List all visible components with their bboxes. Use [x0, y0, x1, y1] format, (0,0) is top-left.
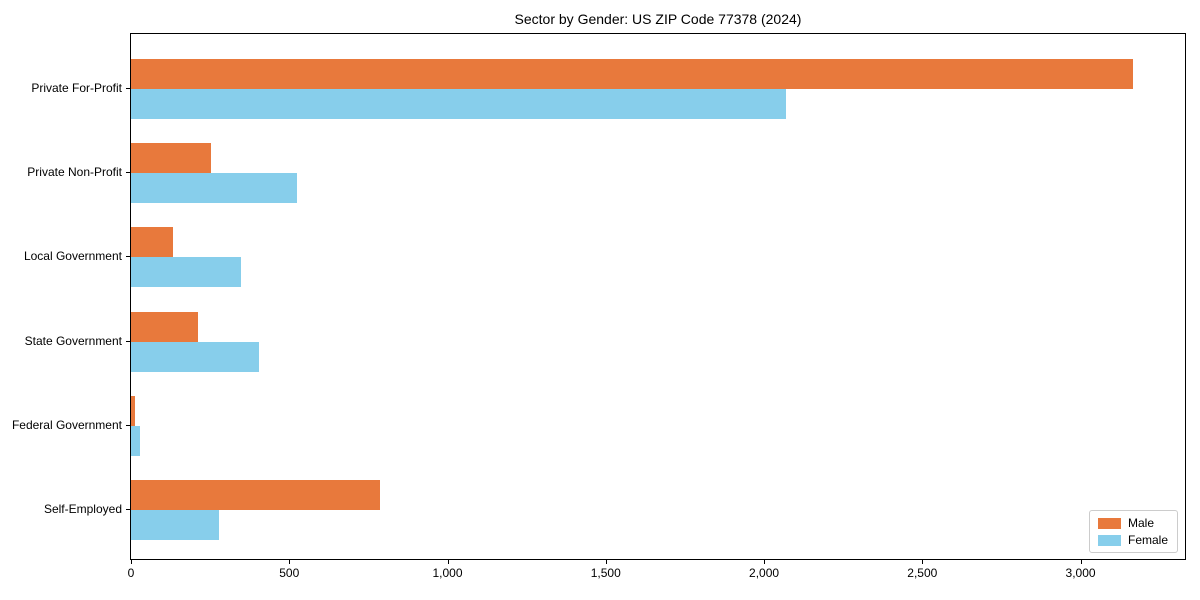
legend-item-female: Female	[1097, 533, 1168, 547]
legend-swatch-female-icon	[1097, 534, 1121, 546]
bar-female-private-for-profit	[131, 89, 787, 119]
y-tick-mark	[126, 172, 130, 174]
y-tick-mark	[126, 424, 130, 426]
bar-female-local-government	[131, 257, 241, 288]
y-tick-mark	[126, 256, 130, 258]
x-tick-label: 3,000	[1065, 566, 1096, 580]
bar-male-self-employed	[131, 480, 380, 510]
bar-female-self-employed	[131, 510, 219, 540]
x-tick-label: 1,500	[590, 566, 621, 580]
y-tick-label: Private For-Profit	[31, 81, 122, 95]
x-tick-mark	[447, 560, 449, 564]
bar-male-state-government	[131, 311, 198, 342]
bar-male-private-for-profit	[131, 59, 1133, 89]
x-tick-label: 0	[127, 566, 135, 580]
x-tick-mark	[131, 560, 132, 564]
y-tick-mark	[126, 340, 130, 342]
bar-female-state-government	[131, 341, 259, 372]
x-tick-label: 500	[279, 566, 300, 580]
y-tick-label: Federal Government	[11, 417, 122, 432]
y-tick-label: Private Non-Profit	[27, 165, 122, 180]
plot-area: Male Female	[130, 33, 1186, 560]
y-tick-label: State Government	[24, 333, 122, 348]
bar-male-local-government	[131, 227, 173, 258]
x-tick-mark	[289, 560, 291, 564]
y-tick-mark	[126, 88, 130, 89]
legend-label-male: Male	[1127, 516, 1154, 530]
bar-female-private-non-profit	[131, 173, 297, 204]
x-tick-mark	[605, 560, 607, 564]
y-tick-label: Self-Employed	[43, 502, 122, 516]
y-tick-mark	[126, 509, 130, 510]
x-tick-mark	[1080, 560, 1082, 564]
legend-item-male: Male	[1097, 516, 1168, 530]
legend: Male Female	[1088, 510, 1178, 553]
legend-label-female: Female	[1127, 533, 1168, 547]
bar-male-federal-government	[131, 395, 135, 426]
x-tick-mark	[922, 560, 924, 564]
x-tick-label: 2,000	[749, 566, 780, 580]
legend-swatch-male-icon	[1097, 517, 1121, 529]
x-tick-label: 1,000	[432, 566, 463, 580]
x-tick-label: 2,500	[907, 566, 938, 580]
x-tick-mark	[764, 560, 766, 564]
bar-female-federal-government	[131, 425, 141, 456]
chart-title: Sector by Gender: US ZIP Code 77378 (202…	[514, 11, 802, 27]
bar-male-private-non-profit	[131, 143, 211, 174]
y-tick-label: Local Government	[23, 249, 122, 264]
